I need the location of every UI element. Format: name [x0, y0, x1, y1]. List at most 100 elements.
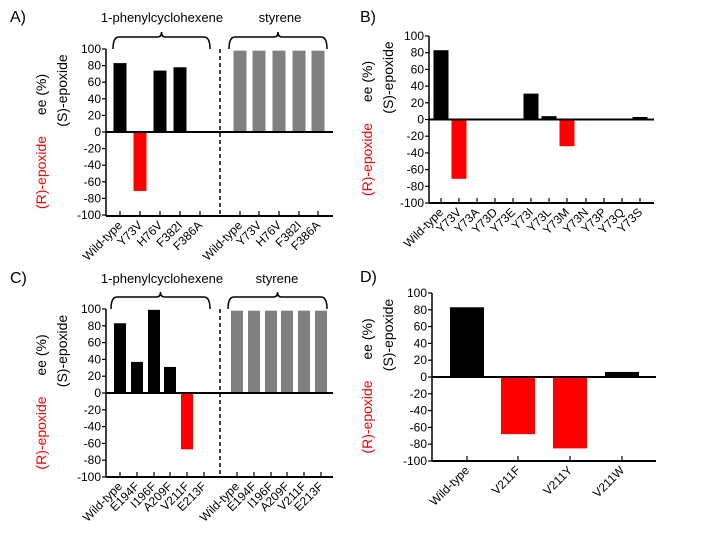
bar	[181, 393, 193, 450]
y-tick-label: 0	[417, 113, 424, 127]
y-tick-label: -60	[84, 436, 102, 450]
y-axis-label-2: (S)-epoxide	[380, 41, 396, 114]
bar	[523, 93, 539, 120]
y-tick-label: 20	[88, 369, 102, 383]
group-label: 1-phenylcyclohexene	[101, 10, 223, 25]
group-bracket	[228, 31, 328, 50]
y-label-ee: ee (%)	[33, 74, 49, 115]
bar	[233, 50, 247, 132]
panel-letter: D)	[360, 269, 377, 286]
chart-panel-b: B) ee (%) (R)-epoxide (S)-epoxide 100 80 60 40 2…	[359, 9, 654, 250]
bar	[298, 310, 310, 393]
y-tick-label: -80	[84, 191, 102, 205]
y-tick-label: -20	[84, 142, 102, 156]
y-tick-label: -60	[84, 175, 102, 189]
bar	[113, 63, 127, 132]
y-tick-label: 20	[411, 96, 425, 110]
y-tick-label: -80	[407, 179, 425, 193]
y-tick-label: -20	[84, 403, 102, 417]
y-tick-label: 0	[420, 370, 427, 384]
y-tick-label: -80	[410, 437, 428, 451]
bar	[450, 307, 484, 377]
bar	[173, 67, 187, 132]
bar	[501, 377, 535, 435]
y-tick-label: 60	[411, 62, 425, 76]
y-label-ee: ee (%)	[33, 334, 49, 375]
panel-letter: A)	[10, 9, 26, 26]
group-label: styrene	[256, 271, 299, 286]
y-tick-label: 60	[88, 75, 102, 89]
chart-panel-a: A) ee (%) (R)-epoxide (S)-epoxide 100 80 60 40 2…	[10, 9, 333, 263]
y-tick-label: -100	[400, 196, 424, 210]
y-label-r-epoxide: (R)-epoxide	[359, 123, 375, 196]
bar	[133, 132, 147, 191]
y-tick-label: 80	[88, 319, 102, 333]
y-tick-label: 100	[407, 286, 427, 300]
y-tick-label: 40	[414, 336, 428, 350]
bar	[451, 119, 467, 179]
y-tick-label: 80	[88, 59, 102, 73]
bar	[131, 361, 143, 393]
y-tick-label: -40	[84, 158, 102, 172]
bar	[148, 309, 160, 393]
y-tick-label: -60	[407, 163, 425, 177]
y-tick-label: -80	[84, 453, 102, 467]
x-tick-label: Wild-type	[427, 463, 472, 508]
chart-panel-d: D) ee (%) (R)-epoxide (S)-epoxide 100 80 60 40 2…	[359, 269, 656, 508]
y-tick-label: 100	[404, 29, 424, 43]
bar	[272, 50, 286, 132]
bar	[632, 116, 648, 120]
bar	[315, 310, 327, 393]
y-tick-label: 40	[411, 79, 425, 93]
y-tick-label: 0	[94, 386, 101, 400]
x-tick-label: V211Y	[540, 463, 575, 498]
y-label-ee: ee (%)	[359, 318, 375, 359]
y-tick-label: -100	[403, 454, 427, 468]
bar	[605, 371, 639, 377]
bar	[114, 323, 126, 393]
y-axis-label: ee (%) (R)-epoxide	[359, 318, 375, 453]
y-axis-label-2: (S)-epoxide	[380, 299, 396, 372]
y-tick-label: 60	[414, 320, 428, 334]
group-bracket	[227, 291, 328, 310]
bar	[248, 310, 260, 393]
group-label: styrene	[259, 10, 302, 25]
panel-letter: C)	[10, 270, 27, 287]
bar	[559, 119, 575, 147]
bar	[281, 310, 293, 393]
y-tick-label: -40	[84, 420, 102, 434]
y-label-s-epoxide: (S)-epoxide	[54, 54, 70, 127]
bar	[252, 50, 266, 132]
y-label-s-epoxide: (S)-epoxide	[380, 299, 396, 372]
bar	[164, 366, 176, 393]
bar	[311, 50, 325, 132]
y-label-r-epoxide: (R)-epoxide	[359, 380, 375, 453]
x-tick-label: V211W	[590, 463, 628, 501]
y-tick-label: 60	[88, 336, 102, 350]
y-tick-label: -40	[410, 404, 428, 418]
bar	[553, 377, 587, 449]
y-tick-label: 40	[88, 92, 102, 106]
y-axis-label-2: (S)-epoxide	[54, 54, 70, 127]
y-tick-label: 80	[411, 46, 425, 60]
bar	[433, 50, 449, 120]
y-label-s-epoxide: (S)-epoxide	[380, 41, 396, 114]
y-axis-label: ee (%) (R)-epoxide	[33, 74, 49, 209]
chart-panel-c: C) ee (%) (R)-epoxide (S)-epoxide 100 80 60 40 2…	[10, 270, 333, 524]
y-tick-label: -20	[407, 129, 425, 143]
y-tick-label: 80	[414, 303, 428, 317]
y-tick-label: 20	[414, 353, 428, 367]
bar	[231, 310, 243, 393]
y-label-r-epoxide: (R)-epoxide	[33, 396, 49, 469]
bar	[265, 310, 277, 393]
y-label-s-epoxide: (S)-epoxide	[54, 315, 70, 388]
y-axis-label: ee (%) (R)-epoxide	[33, 334, 49, 469]
y-tick-label: -20	[410, 387, 428, 401]
y-label-r-epoxide: (R)-epoxide	[33, 136, 49, 209]
y-tick-label: -40	[407, 146, 425, 160]
y-tick-label: 0	[94, 125, 101, 139]
group-bracket	[110, 291, 211, 310]
y-tick-label: -100	[77, 208, 101, 222]
y-axis-label-2: (S)-epoxide	[54, 315, 70, 388]
